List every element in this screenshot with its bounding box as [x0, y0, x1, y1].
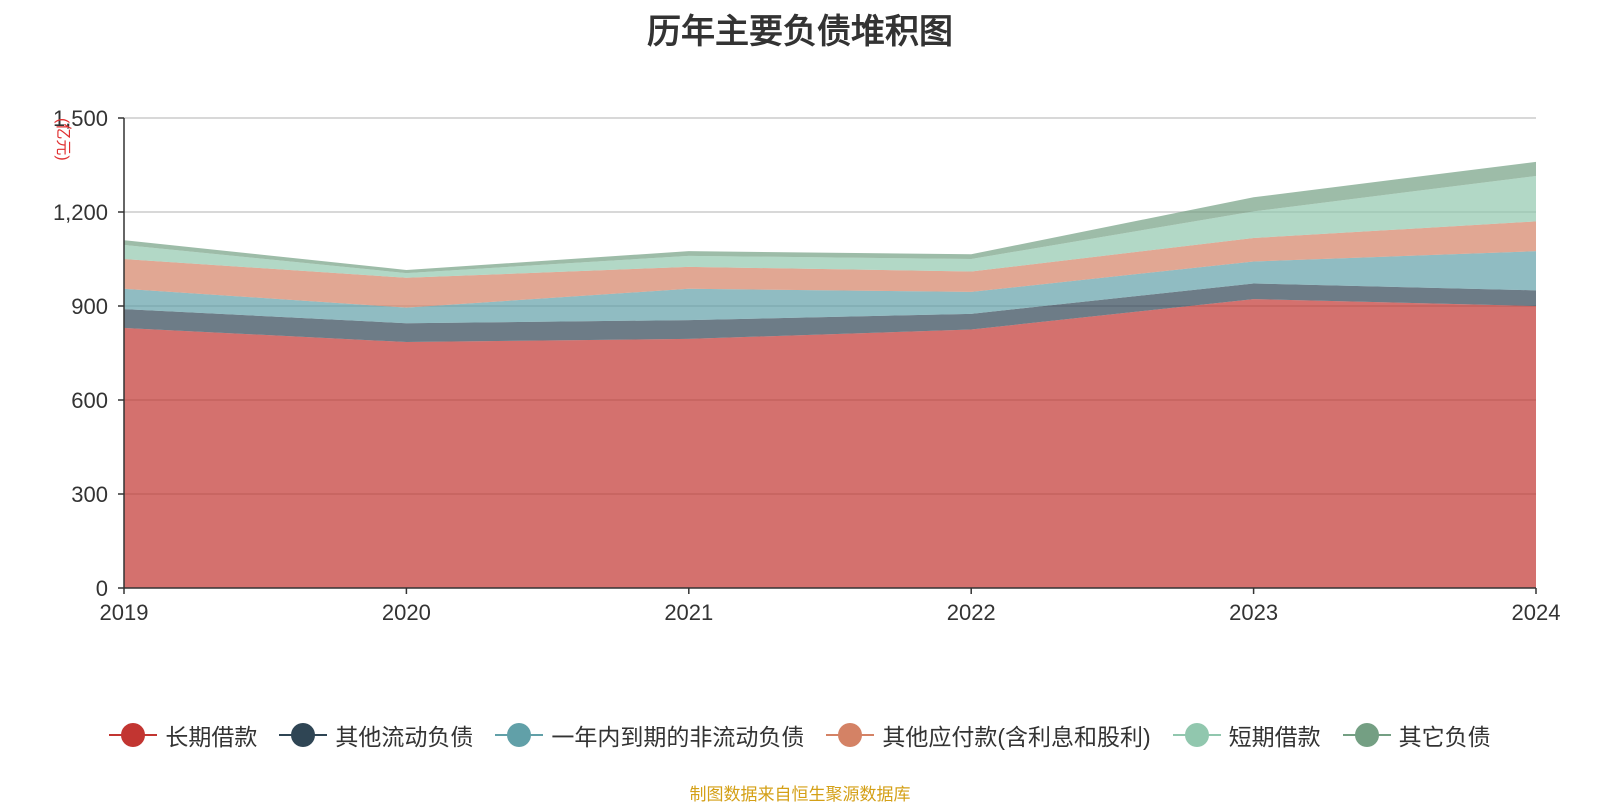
- legend-item-1[interactable]: 其他流动负债: [279, 718, 473, 752]
- area-series: [124, 161, 1536, 588]
- area-series-0: [124, 299, 1536, 588]
- legend-marker-icon: [279, 723, 328, 747]
- legend-label: 其它负债: [1398, 724, 1491, 750]
- area-series-1: [124, 283, 1536, 343]
- source-note: 制图数据来自恒生聚源数据库: [689, 785, 911, 804]
- legend-label: 长期借款: [165, 724, 258, 750]
- y-axis-unit-label: (亿元): [54, 118, 72, 161]
- legend-marker-icon: [826, 723, 875, 747]
- legend-item-3[interactable]: 其他应付款(含利息和股利): [826, 718, 1151, 752]
- x-tick-label: 2022: [947, 600, 996, 625]
- legend-label: 短期借款: [1228, 724, 1321, 750]
- x-tick-label: 2020: [382, 600, 431, 625]
- legend-marker-icon: [109, 723, 158, 747]
- x-tick-label: 2019: [100, 600, 149, 625]
- y-tick-label: 900: [71, 294, 108, 319]
- x-tick-label: 2023: [1229, 600, 1278, 625]
- x-tick-label: 2024: [1512, 600, 1561, 625]
- legend-item-5[interactable]: 其它负债: [1342, 718, 1491, 752]
- legend-label: 一年内到期的非流动负债: [551, 724, 805, 750]
- legend-marker-icon: [1342, 723, 1391, 747]
- chart-title: 历年主要负债堆积图: [647, 13, 953, 51]
- legend-item-2[interactable]: 一年内到期的非流动负债: [495, 718, 804, 752]
- legend-item-0[interactable]: 长期借款: [109, 718, 257, 752]
- y-tick-label: 1,200: [53, 200, 108, 225]
- legend-marker-icon: [495, 723, 544, 747]
- axes: 0 300 600 900 1,200 1,500 2019 2020 2021 2022 2023…: [53, 106, 1561, 625]
- y-tick-label: 600: [71, 388, 108, 413]
- legend-label: 其他流动负债: [335, 724, 474, 750]
- area-series-3: [124, 221, 1536, 308]
- y-tick-label: 300: [71, 482, 108, 507]
- area-series-4: [124, 175, 1536, 278]
- legend-item-4[interactable]: 短期借款: [1172, 718, 1321, 752]
- legend: 长期借款 其他流动负债 一年内到期的非流动负债 其他应付款(含利息和股利) 短期借款 其它…: [0, 718, 1600, 752]
- y-tick-label: 1,500: [53, 106, 108, 131]
- y-tick-label: 0: [96, 576, 108, 601]
- area-series-2: [124, 251, 1536, 324]
- legend-label: 其他应付款(含利息和股利): [882, 724, 1151, 750]
- x-tick-label: 2021: [664, 600, 713, 625]
- legend-marker-icon: [1172, 723, 1221, 747]
